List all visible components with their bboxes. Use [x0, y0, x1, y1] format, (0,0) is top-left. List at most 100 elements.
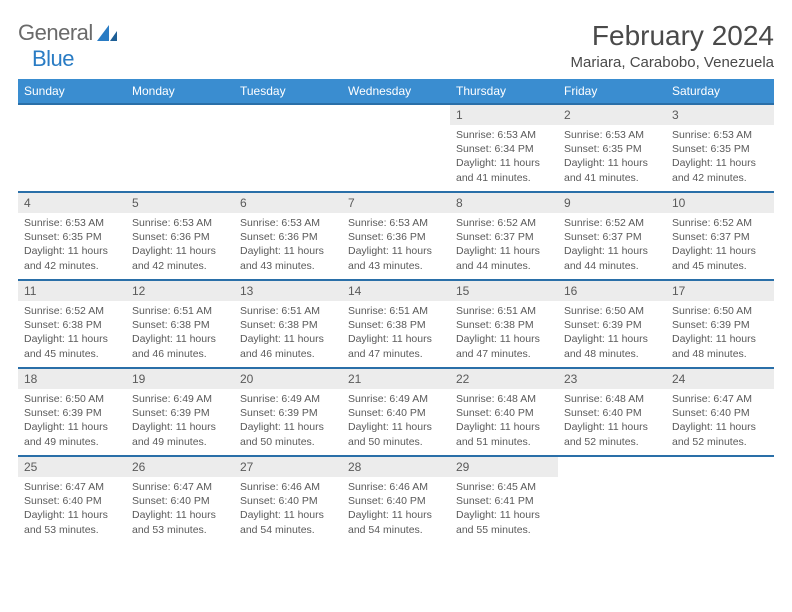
title-block: February 2024 Mariara, Carabobo, Venezue…: [571, 20, 774, 71]
day-number: 11: [18, 281, 126, 301]
day-info: Sunrise: 6:51 AMSunset: 6:38 PMDaylight:…: [234, 301, 342, 367]
day-info: Sunrise: 6:52 AMSunset: 6:37 PMDaylight:…: [558, 213, 666, 279]
header: General February 2024 Mariara, Carabobo,…: [18, 20, 774, 71]
day-20: 20Sunrise: 6:49 AMSunset: 6:39 PMDayligh…: [234, 368, 342, 456]
day-9: 9Sunrise: 6:52 AMSunset: 6:37 PMDaylight…: [558, 192, 666, 280]
empty-cell: [558, 456, 666, 544]
weekday-wednesday: Wednesday: [342, 79, 450, 104]
day-info: Sunrise: 6:51 AMSunset: 6:38 PMDaylight:…: [450, 301, 558, 367]
logo-blue: Blue: [32, 46, 74, 72]
day-info: Sunrise: 6:48 AMSunset: 6:40 PMDaylight:…: [450, 389, 558, 455]
weekday-monday: Monday: [126, 79, 234, 104]
day-21: 21Sunrise: 6:49 AMSunset: 6:40 PMDayligh…: [342, 368, 450, 456]
day-number: 2: [558, 105, 666, 125]
day-info: Sunrise: 6:50 AMSunset: 6:39 PMDaylight:…: [18, 389, 126, 455]
calendar-table: SundayMondayTuesdayWednesdayThursdayFrid…: [18, 79, 774, 544]
day-number: 22: [450, 369, 558, 389]
day-number: 5: [126, 193, 234, 213]
empty-cell: [666, 456, 774, 544]
day-29: 29Sunrise: 6:45 AMSunset: 6:41 PMDayligh…: [450, 456, 558, 544]
day-number: 20: [234, 369, 342, 389]
day-number: 26: [126, 457, 234, 477]
day-info: Sunrise: 6:52 AMSunset: 6:37 PMDaylight:…: [450, 213, 558, 279]
day-16: 16Sunrise: 6:50 AMSunset: 6:39 PMDayligh…: [558, 280, 666, 368]
day-17: 17Sunrise: 6:50 AMSunset: 6:39 PMDayligh…: [666, 280, 774, 368]
day-info: Sunrise: 6:46 AMSunset: 6:40 PMDaylight:…: [234, 477, 342, 543]
empty-cell: [234, 104, 342, 192]
day-3: 3Sunrise: 6:53 AMSunset: 6:35 PMDaylight…: [666, 104, 774, 192]
day-27: 27Sunrise: 6:46 AMSunset: 6:40 PMDayligh…: [234, 456, 342, 544]
day-info: Sunrise: 6:49 AMSunset: 6:40 PMDaylight:…: [342, 389, 450, 455]
day-info: Sunrise: 6:49 AMSunset: 6:39 PMDaylight:…: [234, 389, 342, 455]
day-info: Sunrise: 6:47 AMSunset: 6:40 PMDaylight:…: [126, 477, 234, 543]
weekday-saturday: Saturday: [666, 79, 774, 104]
day-number: 13: [234, 281, 342, 301]
day-number: 3: [666, 105, 774, 125]
day-25: 25Sunrise: 6:47 AMSunset: 6:40 PMDayligh…: [18, 456, 126, 544]
day-number: 9: [558, 193, 666, 213]
day-24: 24Sunrise: 6:47 AMSunset: 6:40 PMDayligh…: [666, 368, 774, 456]
week-row: 25Sunrise: 6:47 AMSunset: 6:40 PMDayligh…: [18, 456, 774, 544]
day-number: 6: [234, 193, 342, 213]
day-info: Sunrise: 6:53 AMSunset: 6:35 PMDaylight:…: [18, 213, 126, 279]
location: Mariara, Carabobo, Venezuela: [571, 54, 774, 71]
day-4: 4Sunrise: 6:53 AMSunset: 6:35 PMDaylight…: [18, 192, 126, 280]
day-info: Sunrise: 6:53 AMSunset: 6:36 PMDaylight:…: [234, 213, 342, 279]
day-info: Sunrise: 6:49 AMSunset: 6:39 PMDaylight:…: [126, 389, 234, 455]
logo-sail-icon: [95, 23, 119, 43]
weekday-thursday: Thursday: [450, 79, 558, 104]
day-18: 18Sunrise: 6:50 AMSunset: 6:39 PMDayligh…: [18, 368, 126, 456]
day-number: 17: [666, 281, 774, 301]
day-number: 19: [126, 369, 234, 389]
month-title: February 2024: [571, 20, 774, 52]
week-row: 18Sunrise: 6:50 AMSunset: 6:39 PMDayligh…: [18, 368, 774, 456]
day-info: Sunrise: 6:47 AMSunset: 6:40 PMDaylight:…: [666, 389, 774, 455]
day-number: 16: [558, 281, 666, 301]
day-info: Sunrise: 6:53 AMSunset: 6:34 PMDaylight:…: [450, 125, 558, 191]
day-info: Sunrise: 6:47 AMSunset: 6:40 PMDaylight:…: [18, 477, 126, 543]
day-number: 29: [450, 457, 558, 477]
day-6: 6Sunrise: 6:53 AMSunset: 6:36 PMDaylight…: [234, 192, 342, 280]
empty-cell: [342, 104, 450, 192]
weekday-sunday: Sunday: [18, 79, 126, 104]
day-number: 24: [666, 369, 774, 389]
day-info: Sunrise: 6:50 AMSunset: 6:39 PMDaylight:…: [558, 301, 666, 367]
day-number: 8: [450, 193, 558, 213]
logo-general: General: [18, 20, 93, 46]
day-number: 25: [18, 457, 126, 477]
week-row: 11Sunrise: 6:52 AMSunset: 6:38 PMDayligh…: [18, 280, 774, 368]
day-26: 26Sunrise: 6:47 AMSunset: 6:40 PMDayligh…: [126, 456, 234, 544]
day-28: 28Sunrise: 6:46 AMSunset: 6:40 PMDayligh…: [342, 456, 450, 544]
day-number: 12: [126, 281, 234, 301]
day-11: 11Sunrise: 6:52 AMSunset: 6:38 PMDayligh…: [18, 280, 126, 368]
day-15: 15Sunrise: 6:51 AMSunset: 6:38 PMDayligh…: [450, 280, 558, 368]
day-info: Sunrise: 6:53 AMSunset: 6:35 PMDaylight:…: [666, 125, 774, 191]
day-number: 1: [450, 105, 558, 125]
logo: General: [18, 20, 121, 46]
empty-cell: [126, 104, 234, 192]
calendar-body: 1Sunrise: 6:53 AMSunset: 6:34 PMDaylight…: [18, 104, 774, 544]
day-8: 8Sunrise: 6:52 AMSunset: 6:37 PMDaylight…: [450, 192, 558, 280]
day-5: 5Sunrise: 6:53 AMSunset: 6:36 PMDaylight…: [126, 192, 234, 280]
day-info: Sunrise: 6:51 AMSunset: 6:38 PMDaylight:…: [342, 301, 450, 367]
day-10: 10Sunrise: 6:52 AMSunset: 6:37 PMDayligh…: [666, 192, 774, 280]
day-info: Sunrise: 6:52 AMSunset: 6:38 PMDaylight:…: [18, 301, 126, 367]
day-2: 2Sunrise: 6:53 AMSunset: 6:35 PMDaylight…: [558, 104, 666, 192]
week-row: 1Sunrise: 6:53 AMSunset: 6:34 PMDaylight…: [18, 104, 774, 192]
day-13: 13Sunrise: 6:51 AMSunset: 6:38 PMDayligh…: [234, 280, 342, 368]
day-number: 21: [342, 369, 450, 389]
day-number: 27: [234, 457, 342, 477]
day-1: 1Sunrise: 6:53 AMSunset: 6:34 PMDaylight…: [450, 104, 558, 192]
day-number: 7: [342, 193, 450, 213]
day-info: Sunrise: 6:53 AMSunset: 6:35 PMDaylight:…: [558, 125, 666, 191]
weekday-tuesday: Tuesday: [234, 79, 342, 104]
day-22: 22Sunrise: 6:48 AMSunset: 6:40 PMDayligh…: [450, 368, 558, 456]
day-number: 28: [342, 457, 450, 477]
day-number: 15: [450, 281, 558, 301]
day-info: Sunrise: 6:51 AMSunset: 6:38 PMDaylight:…: [126, 301, 234, 367]
weekday-friday: Friday: [558, 79, 666, 104]
day-number: 10: [666, 193, 774, 213]
day-number: 4: [18, 193, 126, 213]
day-number: 18: [18, 369, 126, 389]
day-info: Sunrise: 6:46 AMSunset: 6:40 PMDaylight:…: [342, 477, 450, 543]
